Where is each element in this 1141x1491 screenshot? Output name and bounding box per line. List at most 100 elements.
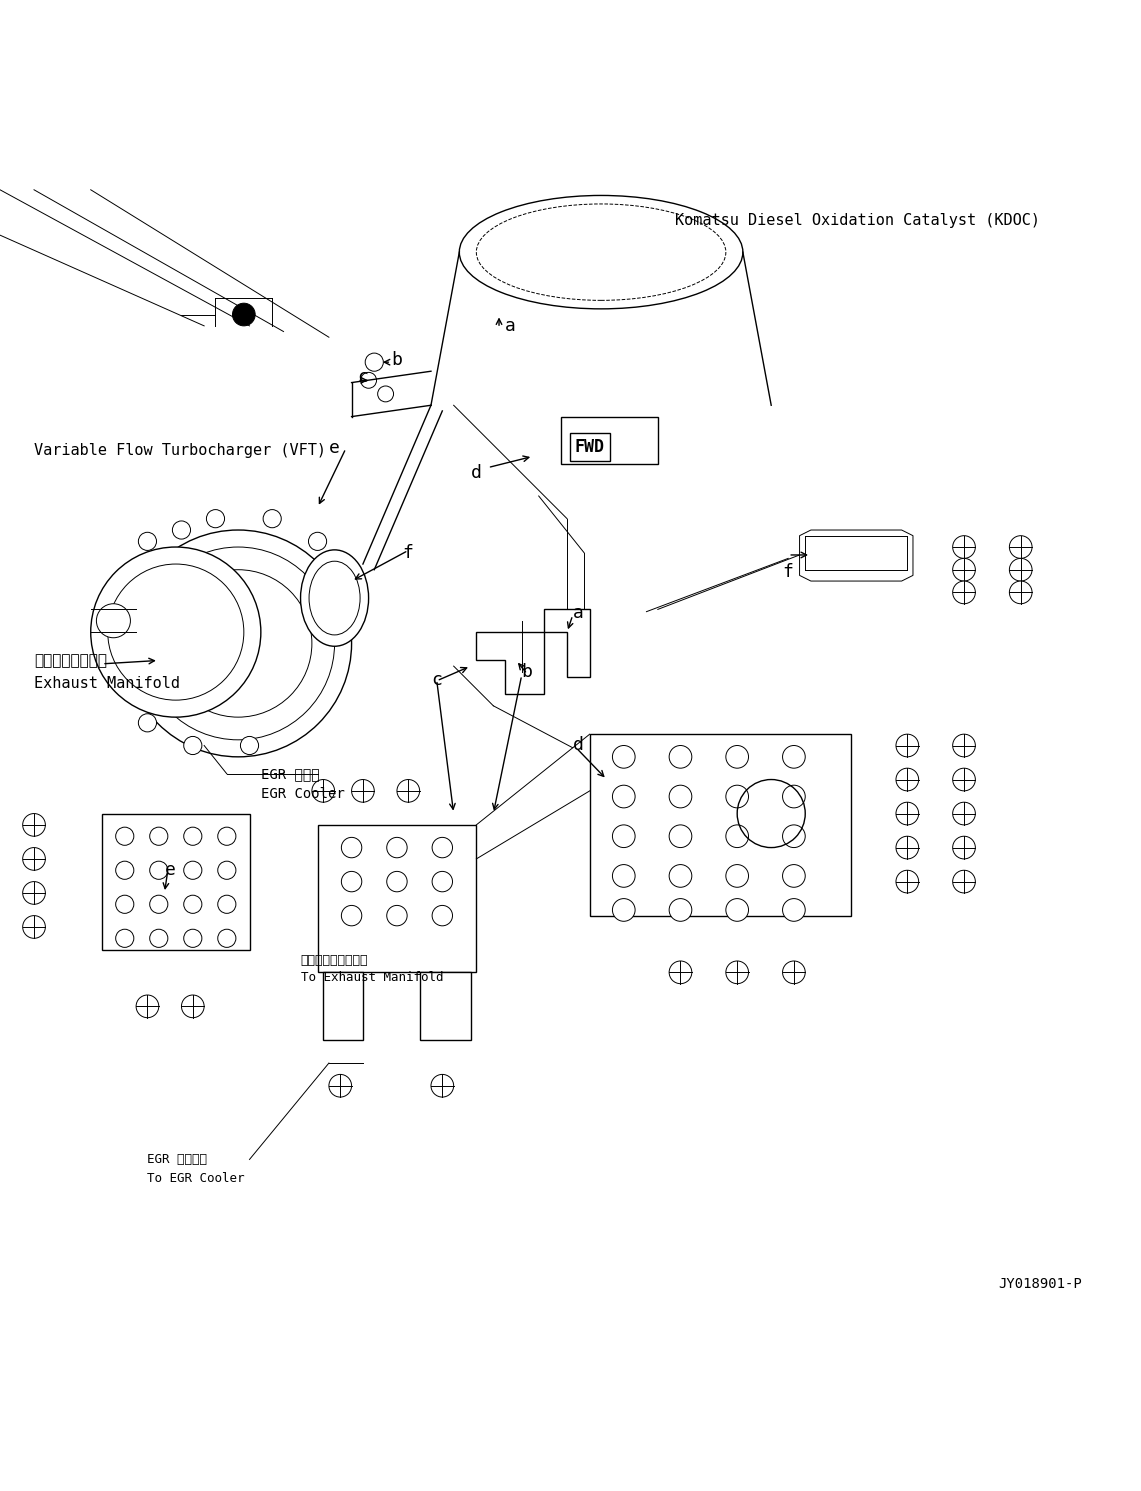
Circle shape (432, 905, 453, 926)
Circle shape (431, 1075, 454, 1097)
Circle shape (115, 828, 133, 845)
Circle shape (669, 865, 691, 887)
Circle shape (387, 905, 407, 926)
Polygon shape (420, 972, 471, 1041)
Circle shape (181, 994, 204, 1018)
Circle shape (953, 535, 976, 558)
Circle shape (896, 836, 919, 859)
Text: 排気マニホールド: 排気マニホールド (34, 653, 107, 668)
Circle shape (432, 871, 453, 892)
Circle shape (218, 828, 236, 845)
Circle shape (726, 786, 748, 808)
Text: JY018901-P: JY018901-P (998, 1278, 1082, 1291)
Ellipse shape (300, 550, 369, 646)
Text: 排気マニホールドへ: 排気マニホールドへ (300, 954, 369, 968)
FancyBboxPatch shape (561, 416, 658, 464)
Circle shape (241, 737, 259, 754)
Circle shape (311, 780, 334, 802)
Circle shape (138, 532, 156, 550)
Circle shape (184, 895, 202, 914)
Text: EGR クーラ: EGR クーラ (261, 766, 319, 781)
Circle shape (432, 838, 453, 857)
Circle shape (341, 905, 362, 926)
Circle shape (953, 558, 976, 581)
Circle shape (23, 814, 46, 836)
Polygon shape (323, 972, 363, 1041)
Text: EGR Cooler: EGR Cooler (261, 787, 345, 801)
Circle shape (184, 828, 202, 845)
Circle shape (669, 786, 691, 808)
Circle shape (726, 865, 748, 887)
Circle shape (115, 895, 133, 914)
Text: Exhaust Manifold: Exhaust Manifold (34, 675, 180, 690)
Text: d: d (573, 737, 583, 754)
Circle shape (329, 1075, 351, 1097)
Polygon shape (476, 632, 544, 695)
Text: d: d (471, 464, 482, 482)
Text: f: f (783, 564, 793, 581)
Circle shape (308, 532, 326, 550)
Circle shape (953, 734, 976, 757)
Circle shape (953, 768, 976, 790)
Text: b: b (391, 350, 402, 368)
Circle shape (341, 871, 362, 892)
Circle shape (149, 828, 168, 845)
Text: e: e (164, 862, 176, 880)
Circle shape (669, 899, 691, 921)
Circle shape (124, 529, 351, 757)
Circle shape (136, 994, 159, 1018)
Circle shape (115, 862, 133, 880)
Circle shape (953, 871, 976, 893)
Polygon shape (544, 610, 590, 677)
Circle shape (23, 847, 46, 871)
Circle shape (149, 895, 168, 914)
Circle shape (613, 899, 636, 921)
Polygon shape (317, 825, 476, 972)
Circle shape (149, 862, 168, 880)
Circle shape (115, 929, 133, 947)
Circle shape (613, 825, 636, 847)
Circle shape (896, 802, 919, 825)
Circle shape (783, 865, 806, 887)
Text: b: b (521, 663, 533, 681)
Text: To Exhaust Manifold: To Exhaust Manifold (300, 972, 443, 984)
Circle shape (726, 962, 748, 984)
Circle shape (264, 510, 282, 528)
Circle shape (783, 899, 806, 921)
Text: c: c (357, 368, 369, 386)
Text: e: e (329, 440, 340, 458)
Text: Variable Flow Turbocharger (VFT): Variable Flow Turbocharger (VFT) (34, 443, 326, 458)
Polygon shape (590, 734, 850, 915)
Circle shape (23, 881, 46, 904)
Circle shape (726, 899, 748, 921)
Circle shape (341, 838, 362, 857)
Circle shape (387, 871, 407, 892)
Circle shape (23, 915, 46, 938)
Circle shape (726, 746, 748, 768)
Circle shape (184, 737, 202, 754)
Circle shape (218, 895, 236, 914)
Text: f: f (403, 544, 413, 562)
Circle shape (669, 962, 691, 984)
Text: a: a (573, 604, 583, 622)
Circle shape (726, 825, 748, 847)
Circle shape (184, 929, 202, 947)
Circle shape (896, 768, 919, 790)
Text: c: c (431, 671, 442, 689)
Circle shape (351, 780, 374, 802)
Circle shape (172, 520, 191, 540)
Circle shape (669, 746, 691, 768)
Circle shape (218, 862, 236, 880)
Circle shape (91, 547, 261, 717)
Circle shape (783, 746, 806, 768)
Text: To EGR Cooler: To EGR Cooler (147, 1172, 245, 1185)
Circle shape (138, 714, 156, 732)
Circle shape (149, 929, 168, 947)
Circle shape (896, 871, 919, 893)
Circle shape (783, 825, 806, 847)
Circle shape (953, 836, 976, 859)
Circle shape (896, 734, 919, 757)
Text: FWD: FWD (575, 438, 605, 456)
Circle shape (397, 780, 420, 802)
Circle shape (218, 929, 236, 947)
